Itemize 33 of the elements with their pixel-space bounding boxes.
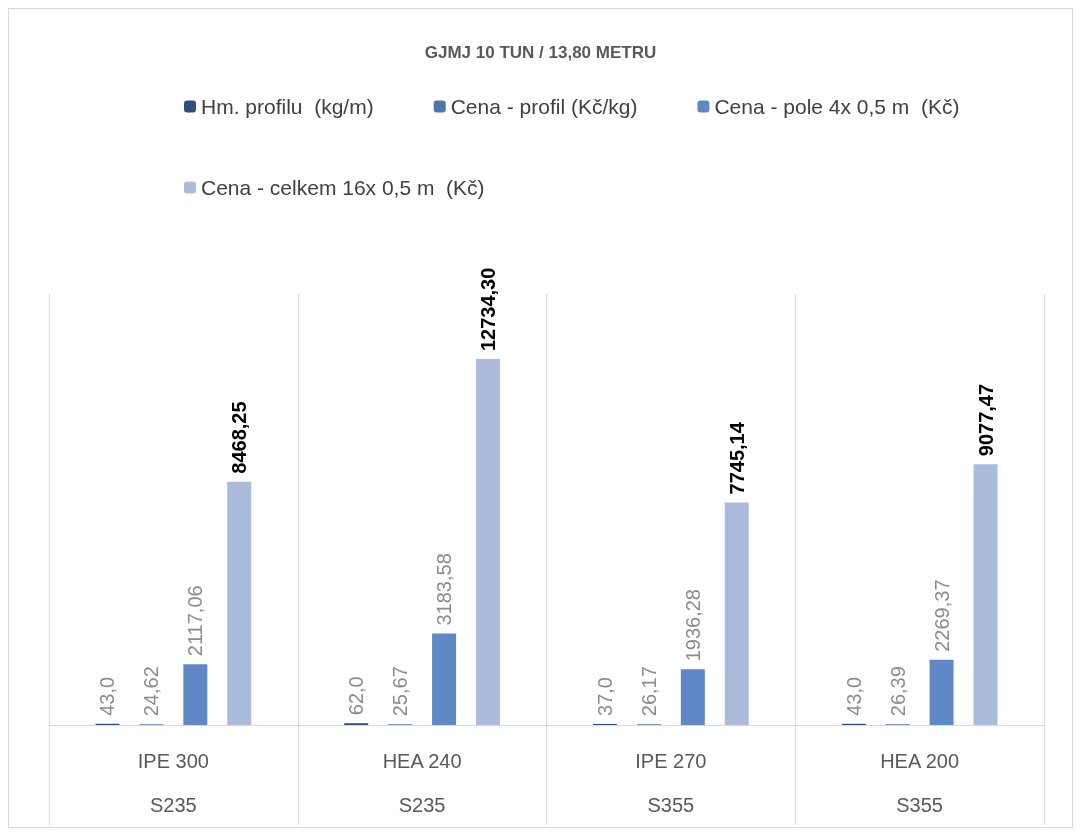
chart-title: GJMJ 10 TUN / 13,80 METRU <box>424 43 657 62</box>
x-tick-label: HEA 240 S235 <box>382 750 462 816</box>
data-label: 37,0 <box>593 677 616 716</box>
bar <box>724 502 749 725</box>
x-tick-label: HEA 200 S355 <box>880 750 960 816</box>
bar <box>432 633 457 725</box>
legend-label: Hm. profilu (kg/m) <box>201 95 374 118</box>
bar <box>929 659 954 725</box>
data-label: 9077,47 <box>974 383 997 457</box>
bar <box>973 464 998 725</box>
legend-label: Cena - celkem 16x 0,5 m (Kč) <box>201 176 485 199</box>
bar <box>183 664 208 725</box>
data-label: 2117,06 <box>184 585 207 657</box>
data-label: 1936,28 <box>681 589 704 662</box>
data-label: 3183,58 <box>433 553 456 626</box>
data-label: 25,67 <box>389 666 412 717</box>
legend-label: Cena - profil (Kč/kg) <box>450 95 638 118</box>
x-tick-label: IPE 270 S355 <box>635 750 707 816</box>
bar <box>227 481 252 725</box>
data-label: 2269,37 <box>930 579 953 652</box>
data-label: 24,62 <box>140 666 163 717</box>
legend-label: Cena - pole 4x 0,5 m (Kč) <box>714 95 960 118</box>
bar <box>680 669 705 725</box>
data-label: 26,17 <box>637 666 660 717</box>
data-label: 7745,14 <box>725 421 748 495</box>
bar <box>476 359 501 725</box>
data-label: 12734,30 <box>477 267 500 352</box>
data-label: 43,0 <box>842 676 865 716</box>
data-label: 62,0 <box>345 676 368 716</box>
data-label: 26,39 <box>886 666 909 717</box>
data-label: 8468,25 <box>228 401 251 474</box>
x-tick-label: IPE 300 S235 <box>137 750 209 816</box>
data-label: 43,0 <box>96 676 119 716</box>
